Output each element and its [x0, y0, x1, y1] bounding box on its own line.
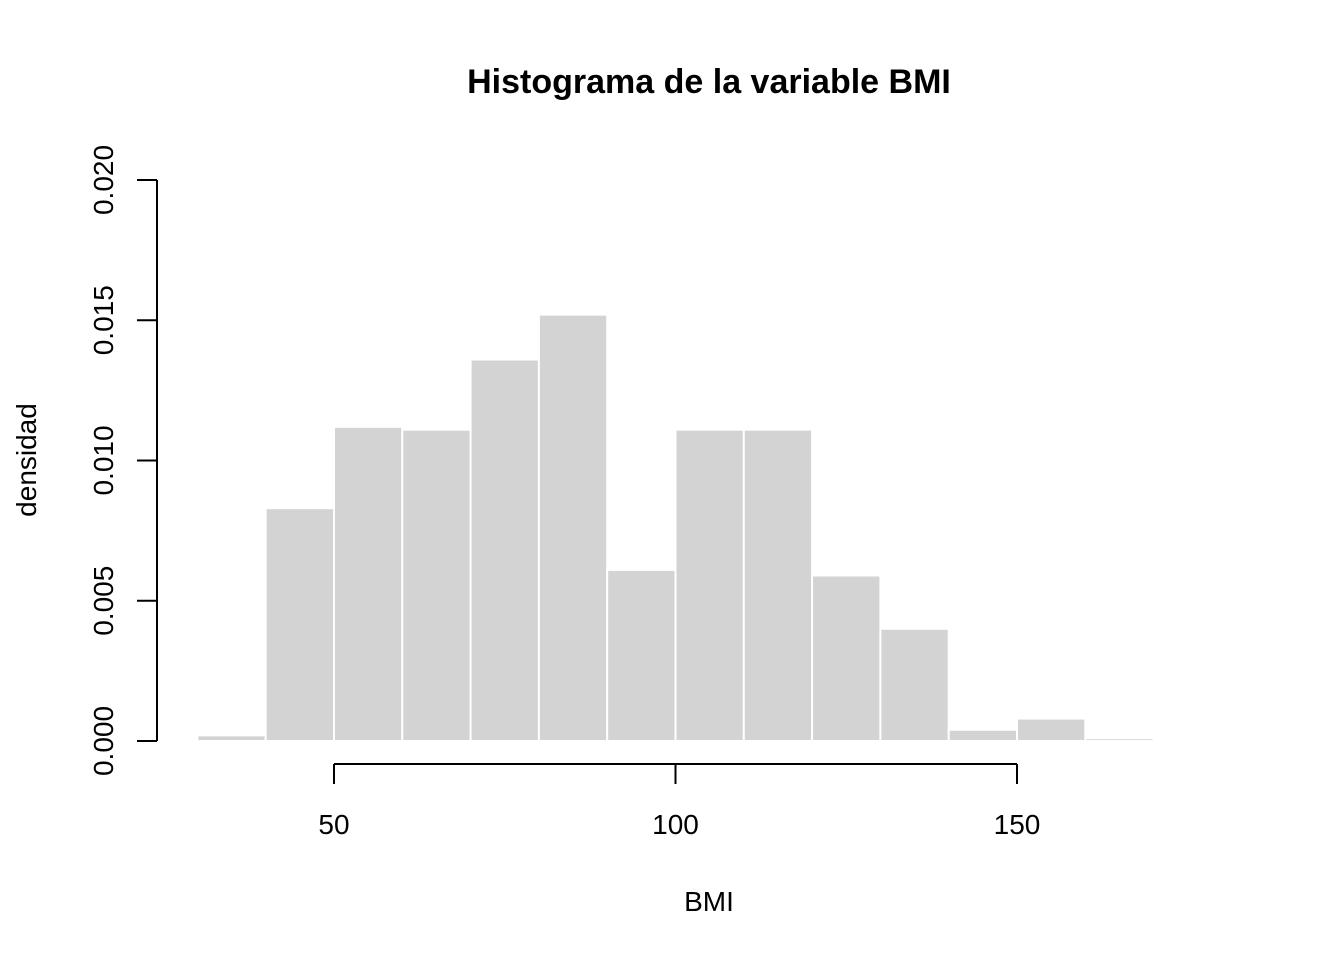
x-tick-label: 50 [318, 809, 349, 840]
chart-title: Histograma de la variable BMI [467, 63, 951, 101]
y-tick-label: 0.015 [88, 285, 119, 355]
histogram-bar [674, 428, 745, 742]
histogram-bar [196, 734, 267, 743]
histogram-bar [811, 574, 882, 742]
x-tick-label: 150 [994, 809, 1041, 840]
histogram-bar [264, 507, 336, 742]
histogram-bar [947, 728, 1019, 743]
bars-group [196, 313, 1155, 743]
y-tick-label: 0.005 [88, 566, 119, 636]
histogram-bar [537, 313, 609, 742]
histogram-bar [401, 428, 472, 742]
y-tick-label: 0.020 [88, 145, 119, 215]
histogram-bar [1084, 737, 1155, 743]
x-tick-label: 100 [652, 809, 699, 840]
histogram-bar [1016, 717, 1087, 742]
x-axis: 50 100 150 [318, 763, 1041, 840]
histogram-bar [879, 627, 950, 742]
histogram-bar [333, 425, 404, 742]
y-axis: 0.000 0.005 0.010 0.015 0.020 [88, 145, 158, 776]
x-axis-label: BMI [684, 886, 734, 917]
histogram-bar [606, 568, 677, 743]
histogram-bar [469, 358, 540, 742]
histogram-bar [742, 428, 814, 742]
y-tick-label: 0.000 [88, 706, 119, 776]
y-tick-label: 0.010 [88, 425, 119, 495]
y-axis-label: densidad [11, 403, 42, 517]
